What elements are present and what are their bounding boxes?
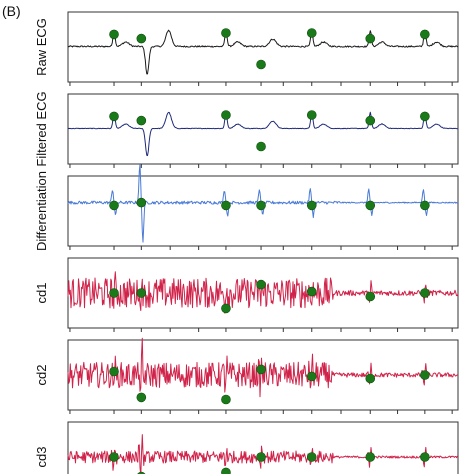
r-peak-marker — [365, 200, 376, 211]
y-axis-label: cd3 — [34, 447, 49, 468]
r-peak-marker — [136, 288, 147, 298]
r-peak-marker — [109, 366, 119, 377]
panel-5: cd2 — [34, 337, 459, 414]
panel-2: Filtered ECG — [34, 91, 459, 168]
r-peak-marker — [256, 452, 266, 462]
signal-line — [67, 111, 458, 157]
r-peak-marker — [136, 392, 147, 403]
r-peak-marker — [365, 373, 376, 384]
r-peak-marker — [420, 200, 430, 211]
r-peak-marker — [136, 197, 147, 208]
r-peak-marker — [420, 288, 430, 298]
r-peak-marker — [109, 200, 119, 211]
r-peak-marker — [221, 110, 231, 120]
r-peak-marker — [136, 33, 147, 44]
r-peak-marker — [221, 394, 231, 405]
panel-frame — [67, 421, 459, 474]
signal-line — [67, 271, 459, 314]
r-peak-marker — [306, 286, 317, 297]
r-peak-marker — [256, 59, 266, 70]
r-peak-marker — [420, 370, 430, 380]
r-peak-marker — [306, 452, 317, 462]
r-peak-marker — [109, 288, 119, 298]
r-peak-marker — [256, 141, 266, 152]
signal-line — [67, 337, 459, 398]
y-axis-label: Filtered ECG — [34, 91, 49, 166]
panel-3: Differentiation — [34, 164, 459, 251]
panel-frame — [67, 175, 459, 247]
y-axis-label: Raw ECG — [34, 18, 49, 76]
r-peak-marker — [256, 364, 266, 375]
r-peak-marker — [306, 110, 317, 120]
r-peak-marker — [221, 28, 231, 38]
figure-label: (B) — [2, 3, 21, 19]
r-peak-marker — [221, 200, 231, 211]
r-peak-marker — [420, 111, 430, 122]
r-peak-marker — [306, 200, 317, 211]
panel-6: cd3 — [34, 421, 459, 474]
y-axis-label: cd1 — [34, 283, 49, 304]
r-peak-marker — [109, 111, 119, 122]
r-peak-marker — [306, 28, 317, 38]
r-peak-marker — [256, 279, 266, 290]
r-peak-marker — [420, 452, 430, 462]
r-peak-marker — [420, 29, 430, 40]
r-peak-marker — [306, 371, 317, 382]
r-peak-marker — [365, 452, 376, 462]
y-axis-label: cd2 — [34, 365, 49, 386]
r-peak-marker — [136, 115, 147, 126]
r-peak-marker — [221, 467, 231, 474]
panel-4: cd1 — [34, 257, 459, 332]
r-peak-marker — [256, 200, 266, 211]
r-peak-marker — [221, 303, 231, 314]
r-peak-marker — [365, 115, 376, 126]
r-peak-marker — [109, 452, 119, 462]
panel-1: Raw ECG — [34, 11, 459, 86]
r-peak-marker — [365, 291, 376, 302]
r-peak-marker — [365, 33, 376, 44]
y-axis-label: Differentiation — [34, 171, 49, 251]
panel-frame — [67, 11, 459, 83]
signal-line — [67, 164, 459, 243]
r-peak-marker — [109, 29, 119, 40]
signal-line — [67, 29, 459, 75]
